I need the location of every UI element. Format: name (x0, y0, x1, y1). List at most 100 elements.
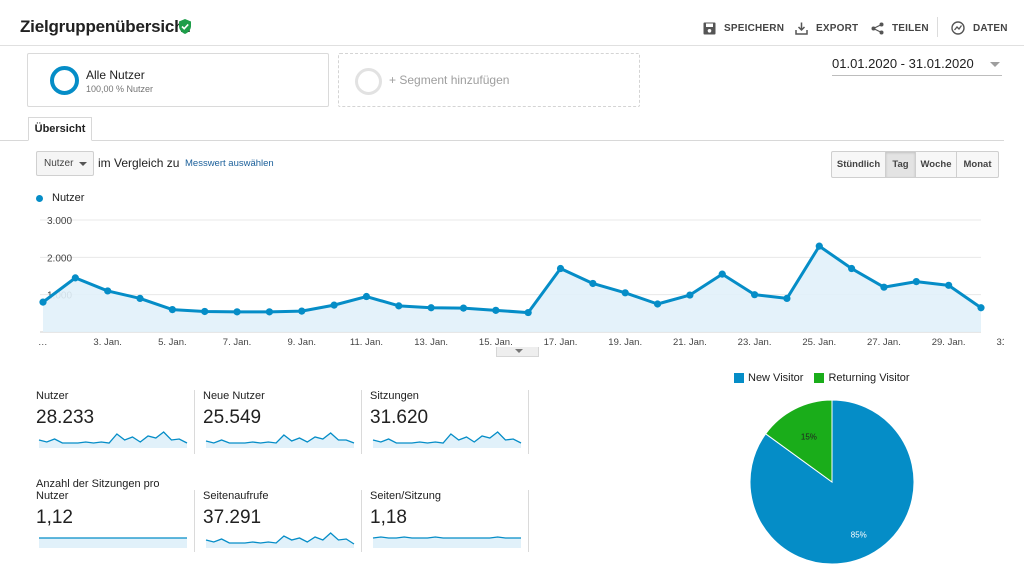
data-point[interactable] (880, 283, 888, 291)
data-point[interactable] (104, 287, 112, 295)
data-point[interactable] (653, 300, 662, 308)
legend-marker (36, 194, 43, 202)
data-point[interactable] (977, 304, 985, 312)
period-month-button[interactable]: Monat (963, 159, 992, 170)
data-point[interactable] (815, 242, 823, 250)
metric-sessions-per-user[interactable]: Anzahl der Sitzungen pro Nutzer 1,12 (36, 478, 196, 548)
metric-value: 1,18 (370, 507, 407, 528)
pie-slice-label: 15% (801, 433, 817, 442)
save-icon (703, 22, 716, 34)
data-point[interactable] (459, 304, 468, 312)
tab-overview[interactable]: Übersicht (28, 117, 92, 141)
data-point[interactable] (589, 279, 597, 288)
legend-swatch (814, 373, 825, 383)
metric-label: Neue Nutzer (203, 390, 265, 402)
x-tick-label: 19. Jan. (608, 337, 642, 348)
data-point[interactable] (233, 308, 241, 316)
sparkline-line (372, 431, 522, 444)
legend-label: Nutzer (52, 192, 85, 204)
metric-divider (194, 390, 195, 454)
chart-resize-handle[interactable] (496, 347, 539, 357)
data-point[interactable] (362, 292, 371, 301)
data-point[interactable] (298, 307, 306, 315)
metric-pageviews[interactable]: Seitenaufrufe 37.291 (203, 490, 363, 560)
data-point[interactable] (39, 298, 47, 306)
segment-name: Alle Nutzer (86, 68, 145, 82)
data-point[interactable] (492, 306, 500, 314)
metric-value: 25.549 (203, 407, 262, 428)
data-point[interactable] (783, 294, 791, 302)
metric-divider (528, 390, 529, 454)
legend-label: New Visitor (748, 372, 804, 384)
data-point[interactable] (848, 264, 856, 273)
x-tick-label: 15. Jan. (479, 337, 513, 348)
save-button[interactable]: SPEICHERN (703, 19, 784, 37)
metric-new-users[interactable]: Neue Nutzer 25.549 (203, 390, 363, 460)
data-point[interactable] (395, 302, 403, 310)
data-point[interactable] (912, 278, 920, 286)
metric-label: Anzahl der Sitzungen pro Nutzer (36, 478, 160, 502)
sparkline-area (373, 432, 521, 448)
data-point[interactable] (330, 301, 338, 309)
share-label: TEILEN (892, 22, 929, 34)
x-tick-label: 5. Jan. (158, 337, 187, 348)
legend-label: Returning Visitor (828, 372, 910, 384)
date-range-picker[interactable]: 01.01.2020 - 31.01.2020 (832, 56, 1002, 76)
sparkline (205, 432, 355, 448)
add-segment-button[interactable]: + Segment hinzufügen (338, 53, 640, 107)
pie-legend-returning-visitor[interactable]: Returning Visitor (814, 372, 910, 384)
share-button[interactable]: TEILEN (871, 19, 929, 37)
compare-text: im Vergleich zu (98, 156, 180, 170)
sparkline-area (39, 432, 187, 448)
data-point[interactable] (945, 281, 953, 289)
sparkline-area (373, 537, 521, 548)
data-point[interactable] (265, 308, 274, 316)
period-day-button[interactable]: Tag (886, 152, 916, 177)
metric-sessions[interactable]: Sitzungen 31.620 (370, 390, 530, 460)
data-point[interactable] (168, 306, 176, 314)
pie-slice[interactable] (764, 399, 833, 483)
x-tick-label: 3. Jan. (93, 337, 122, 348)
chart-legend: Nutzer (36, 192, 84, 204)
metric-value: 1,12 (36, 507, 73, 528)
data-point[interactable] (750, 291, 759, 299)
x-tick-label: 13. Jan. (414, 337, 448, 348)
insights-button[interactable]: DATEN (951, 19, 1008, 37)
sparkline-area (206, 433, 354, 448)
period-hourly-button[interactable]: Stündlich (832, 152, 886, 177)
data-point[interactable] (136, 294, 144, 302)
data-point[interactable] (621, 289, 629, 297)
save-label: SPEICHERN (724, 22, 785, 34)
metric-pages-per-session[interactable]: Seiten/Sitzung 1,18 (370, 490, 530, 560)
pie-legend: New Visitor Returning Visitor (734, 372, 921, 384)
pie-legend-new-visitor[interactable]: New Visitor (734, 372, 803, 384)
metric-users[interactable]: Nutzer 28.233 (36, 390, 196, 460)
metric-value: 37.291 (203, 507, 262, 528)
export-button[interactable]: EXPORT (795, 19, 858, 37)
data-point[interactable] (556, 264, 565, 273)
verified-shield-icon (179, 19, 191, 34)
data-point[interactable] (201, 307, 209, 316)
data-point[interactable] (524, 308, 532, 317)
sparkline-line (205, 432, 355, 444)
x-tick-label: 21. Jan. (673, 337, 707, 348)
sparkline (372, 431, 522, 448)
tab-divider (0, 140, 1004, 141)
legend-swatch (734, 373, 744, 383)
data-point[interactable] (686, 291, 694, 299)
data-point[interactable] (427, 304, 435, 312)
metric-divider (361, 490, 362, 552)
segment-all-users[interactable]: Alle Nutzer 100,00 % Nutzer (27, 53, 329, 107)
data-point[interactable] (718, 270, 726, 278)
sparkline-line (205, 532, 355, 545)
sparkline (372, 536, 521, 548)
data-point[interactable] (71, 274, 79, 282)
metric-select[interactable]: Nutzer (36, 151, 94, 176)
header-divider (937, 17, 938, 37)
x-tick-label: 31. Jan. (996, 337, 1004, 348)
period-week-button[interactable]: Woche (916, 152, 957, 177)
select-metric-link[interactable]: Messwert auswählen (185, 158, 274, 169)
empty-segment-circle (355, 68, 382, 95)
metric-select-value: Nutzer (44, 158, 74, 169)
